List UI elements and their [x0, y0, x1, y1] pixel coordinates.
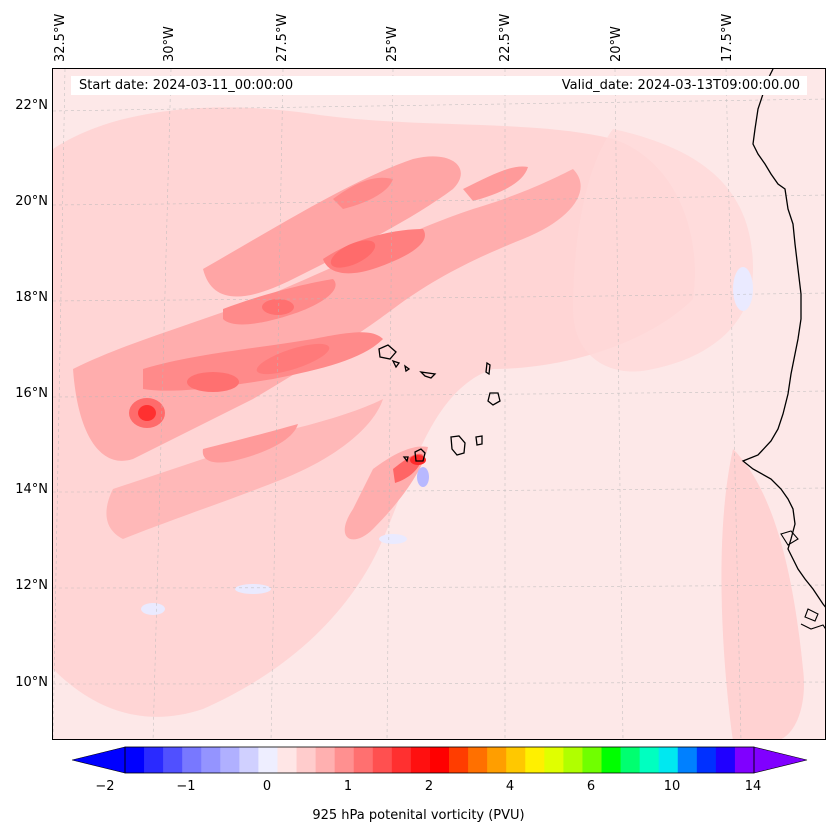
colorbar-segment [182, 747, 202, 773]
colorbar-segment [563, 747, 583, 773]
lon-label-27-5w: 27.5°W [275, 13, 290, 62]
colorbar-tick-10: 10 [663, 779, 681, 794]
map-panel [52, 68, 826, 740]
colorbar-segment [372, 747, 393, 773]
colorbar-segment [582, 747, 603, 773]
pv-field-southeast [721, 449, 804, 739]
colorbar-segment [639, 747, 660, 773]
cape-verde-islands [378, 344, 501, 463]
colorbar-segment [506, 747, 526, 773]
pv-negative-4 [235, 584, 271, 594]
colorbar-tick-2: 2 [424, 779, 434, 794]
gridlines [53, 69, 825, 739]
colorbar-segments [125, 747, 755, 773]
lat-label-18n: 18°N [15, 290, 48, 305]
pv-field-east [573, 129, 753, 372]
colorbar-segment [544, 747, 564, 773]
colorbar-segment [677, 747, 698, 773]
pv-core-ellipse-2 [256, 343, 330, 375]
africa-coastline-detail [780, 530, 825, 630]
colorbar-segment [334, 747, 355, 773]
colorbar-tick-1: 1 [343, 779, 353, 794]
colorbar-segment [201, 747, 221, 773]
pv-core-ellipse-5 [410, 455, 426, 465]
lon-label-30w: 30°W [162, 26, 177, 62]
colorbar-segment [429, 747, 450, 773]
pv-core-4 [333, 177, 393, 209]
pv-core-6 [202, 424, 298, 463]
lat-label-12n: 12°N [15, 578, 48, 593]
colorbar-segment [258, 747, 278, 773]
lon-label-32-5w: 32.5°W [53, 13, 68, 62]
pv-negative-2 [379, 534, 407, 544]
colorbar-segment [391, 747, 412, 773]
colorbar-tick-neg2: −2 [95, 779, 115, 794]
colorbar-min-extension [72, 746, 126, 774]
lat-label-14n: 14°N [15, 482, 48, 497]
colorbar-segment [487, 747, 507, 773]
colorbar-segment [144, 747, 164, 773]
lon-label-25w: 25°W [385, 26, 400, 62]
colorbar-tick-0: 0 [262, 779, 272, 794]
colorbar-segment [468, 747, 488, 773]
pv-core-ellipse-1 [187, 372, 239, 392]
pv-core-ellipse-4 [262, 299, 294, 315]
colorbar-label: 925 hPa potenital vorticity (PVU) [312, 808, 525, 823]
colorbar-segment [410, 747, 431, 773]
colorbar-segment [163, 747, 183, 773]
pv-band-south [106, 399, 383, 539]
pv-band-north [203, 156, 461, 297]
lon-label-20w: 20°W [609, 26, 624, 62]
pv-negative-5 [141, 603, 165, 615]
pv-contour-map [53, 69, 825, 739]
colorbar-segment [296, 747, 317, 773]
colorbar-segment [353, 747, 374, 773]
colorbar-tick-neg1: −1 [176, 779, 196, 794]
lat-label-16n: 16°N [15, 386, 48, 401]
colorbar-tick-14: 14 [744, 779, 762, 794]
colorbar-segment [525, 747, 545, 773]
africa-coastline [741, 69, 825, 608]
colorbar-segment [658, 747, 679, 773]
lat-label-22n: 22°N [15, 98, 48, 113]
colorbar-segment [696, 747, 717, 773]
lat-label-20n: 20°N [15, 194, 48, 209]
colorbar-segment [601, 747, 622, 773]
pv-maximum-inner [138, 405, 156, 421]
lat-label-10n: 10°N [15, 675, 48, 690]
colorbar-segment [277, 747, 298, 773]
colorbar-segment [734, 747, 755, 773]
colorbar-segment [220, 747, 240, 773]
valid-date-label: Valid_date: 2024-03-13T09:00:00.00 [561, 78, 800, 93]
colorbar-segment [449, 747, 469, 773]
colorbar-segment [125, 747, 145, 773]
lon-label-17-5w: 17.5°W [720, 13, 735, 62]
colorbar-outline [124, 746, 755, 774]
pv-colorbar [72, 746, 808, 774]
colorbar-segment [315, 747, 336, 773]
colorbar-segment [620, 747, 641, 773]
colorbar-segment [239, 747, 259, 773]
pv-core-5 [463, 166, 528, 201]
lon-label-22-5w: 22.5°W [498, 13, 513, 62]
start-date-label: Start date: 2024-03-11_00:00:00 [79, 78, 294, 93]
colorbar-segment [715, 747, 736, 773]
pv-negative-3 [733, 267, 753, 311]
pv-negative-1 [417, 467, 429, 487]
colorbar-tick-6: 6 [586, 779, 596, 794]
colorbar-tick-4: 4 [505, 779, 515, 794]
date-banner [71, 76, 807, 95]
colorbar-max-extension [753, 746, 808, 774]
pv-core-ellipse-3 [330, 240, 376, 268]
